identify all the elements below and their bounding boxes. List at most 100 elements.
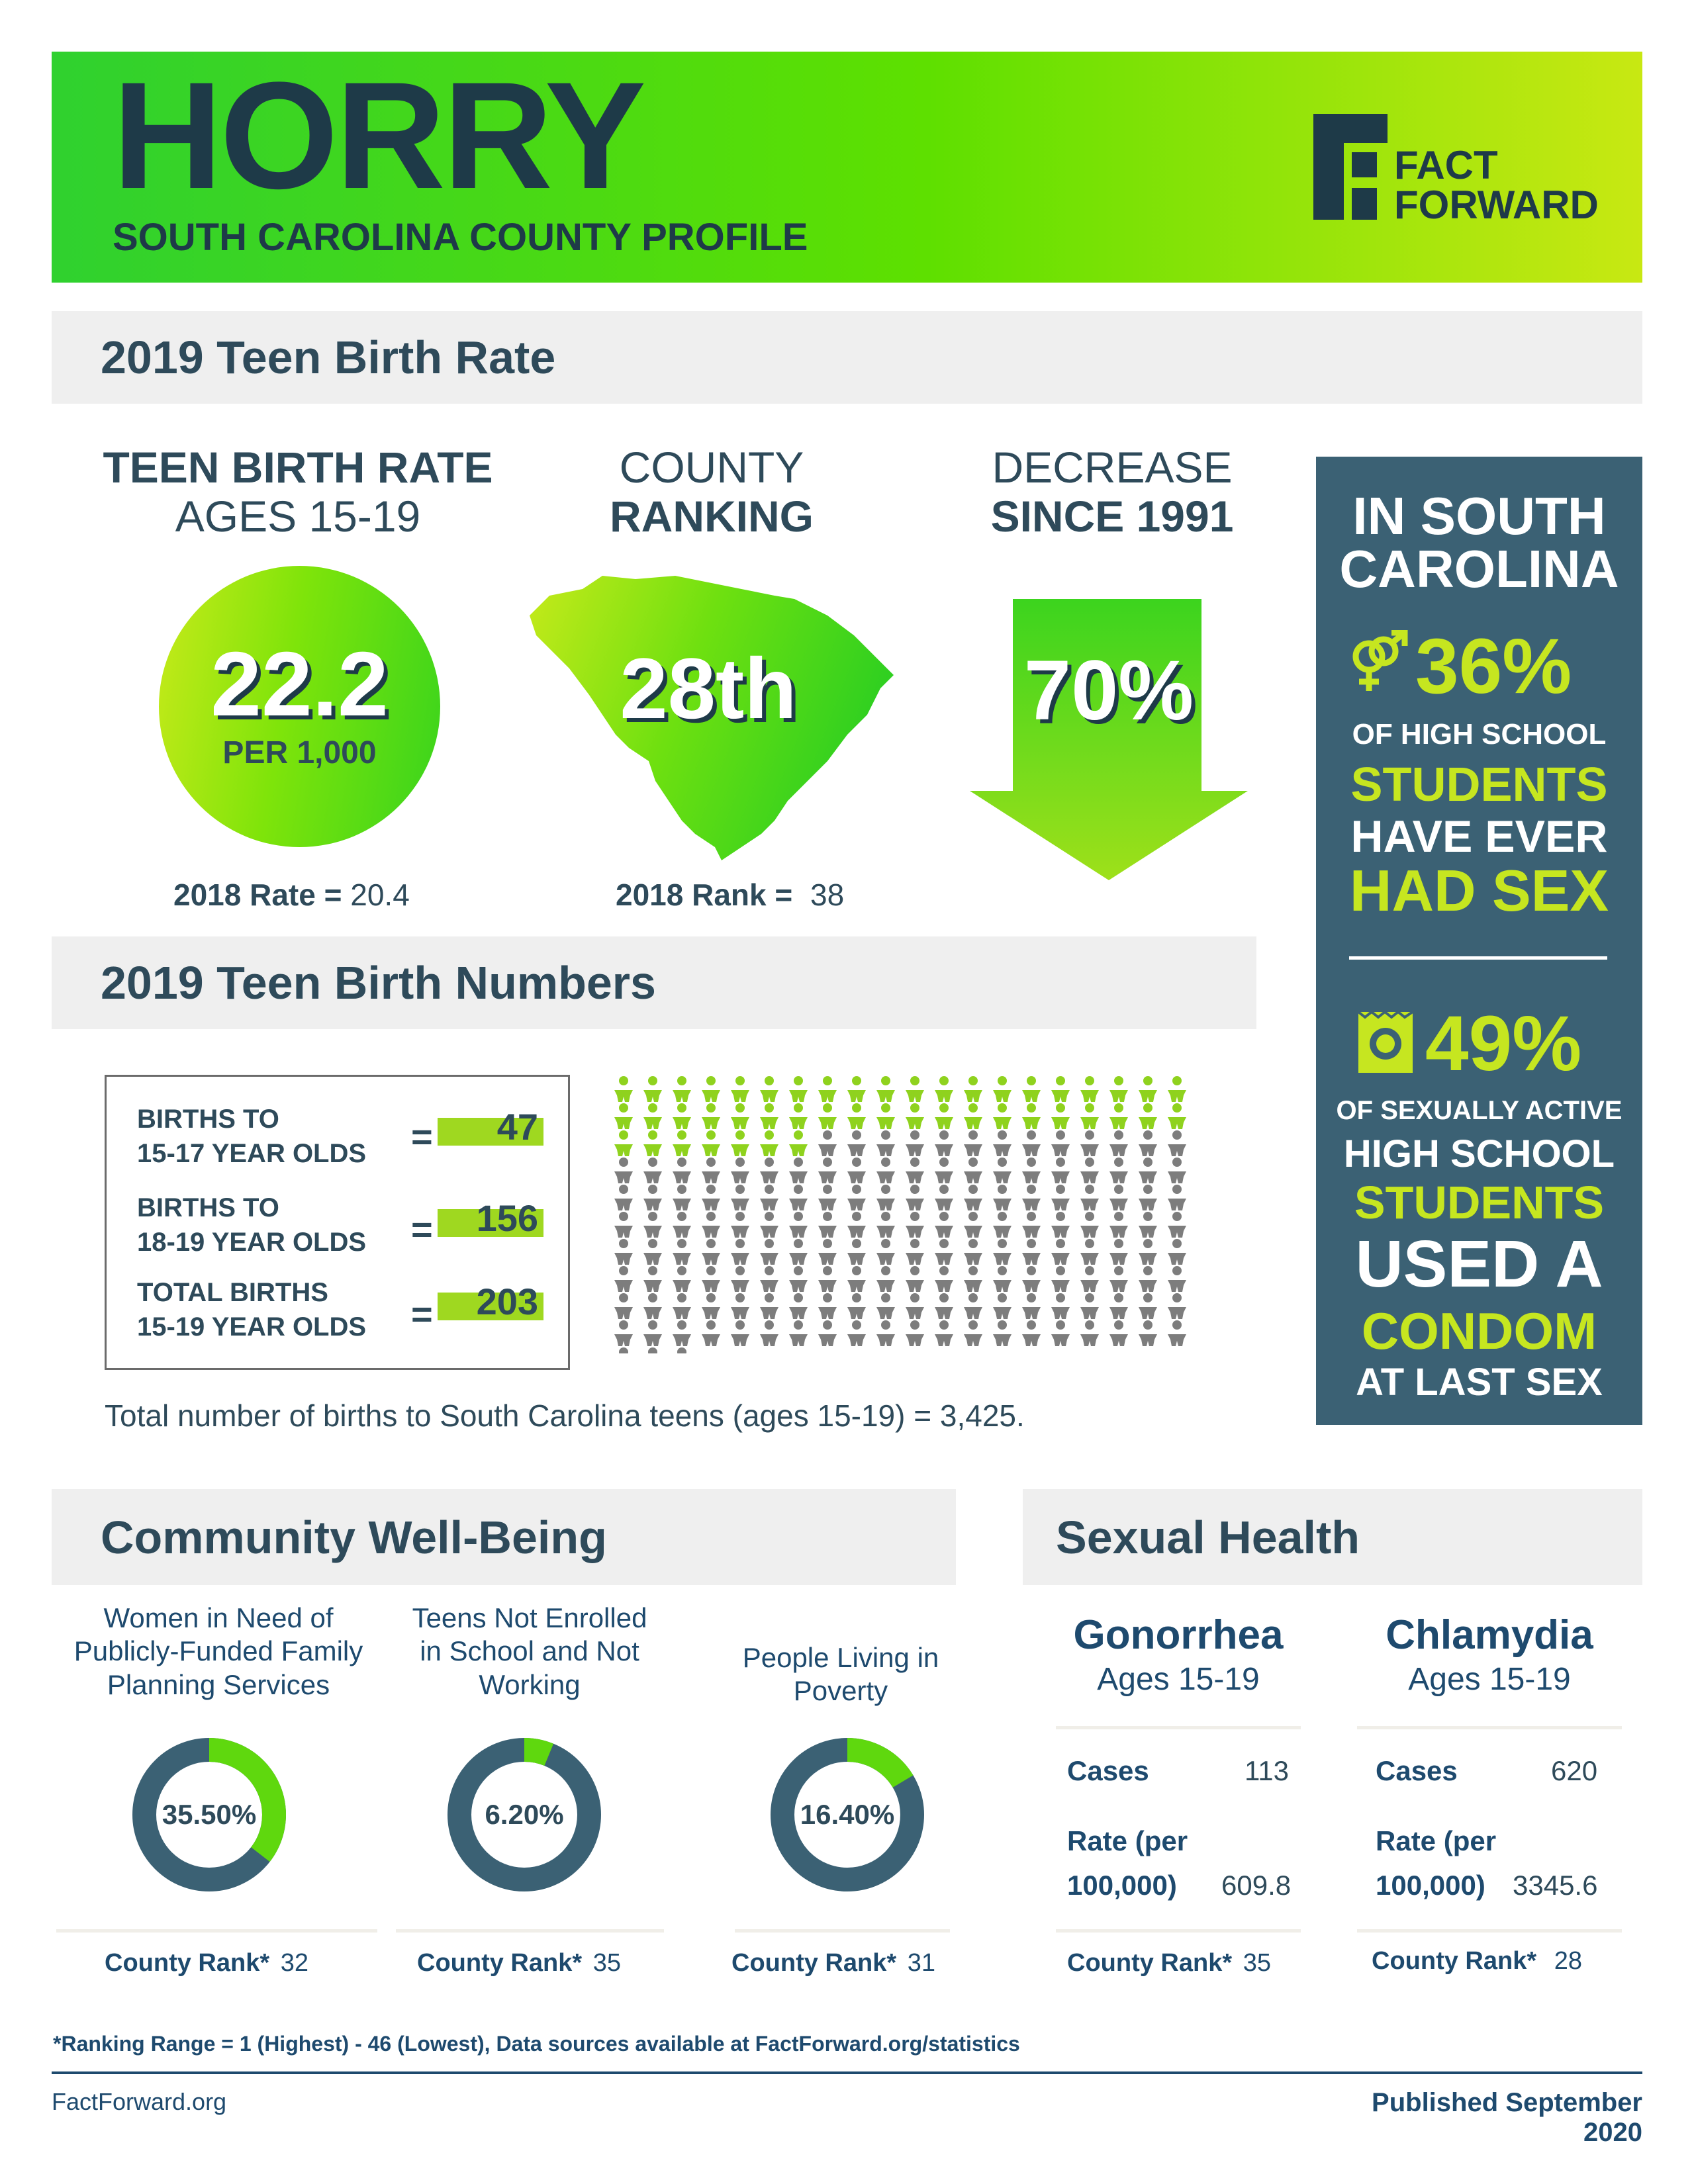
teen-15-17-figure-icon xyxy=(760,1130,778,1156)
teen-15-17-figure-icon xyxy=(964,1103,982,1129)
teen-18-19-figure-icon xyxy=(760,1266,778,1292)
teen-18-19-figure-icon xyxy=(1022,1212,1041,1238)
teen-18-19-figure-icon xyxy=(643,1212,662,1238)
teen-15-17-figure-icon xyxy=(614,1103,633,1129)
teen-18-19-figure-icon xyxy=(731,1158,749,1183)
teen-18-19-figure-icon xyxy=(677,1347,686,1353)
births-row-1-label-line2: 15-17 YEAR OLDS xyxy=(137,1139,367,1168)
community-item-3-rank-value: 31 xyxy=(907,1949,935,1977)
teen-18-19-figure-icon xyxy=(702,1212,720,1238)
community-item-2-donut xyxy=(447,1738,601,1891)
teen-18-19-figure-icon xyxy=(964,1158,982,1183)
gonorrhea-rate-label-line2: 100,000) xyxy=(1067,1870,1177,1901)
ranking-column-title: COUNTY RANKING xyxy=(523,443,900,541)
teen-18-19-figure-icon xyxy=(731,1212,749,1238)
gender-symbols-icon xyxy=(1352,630,1408,691)
teen-18-19-figure-icon xyxy=(818,1320,837,1346)
teen-18-19-figure-icon xyxy=(1080,1293,1099,1319)
teen-18-19-figure-icon xyxy=(818,1185,837,1210)
teen-15-17-figure-icon xyxy=(993,1103,1012,1129)
teen-18-19-figure-icon xyxy=(876,1158,895,1183)
teen-18-19-figure-icon xyxy=(993,1293,1012,1319)
teen-18-19-figure-icon xyxy=(935,1266,953,1292)
teen-18-19-figure-icon xyxy=(1080,1158,1099,1183)
prev-rate-value: 20.4 xyxy=(350,878,410,912)
footer-site-link[interactable]: FactForward.org xyxy=(52,2088,227,2115)
teen-18-19-figure-icon xyxy=(906,1212,924,1238)
fact-forward-logo[interactable]: FACT FORWARD xyxy=(1313,114,1605,225)
community-item-1-rank-value: 32 xyxy=(280,1949,308,1977)
chlamydia-rank-label: County Rank* xyxy=(1372,1947,1537,1975)
community-item-2-rank-label: County Rank* xyxy=(417,1949,583,1977)
chlamydia-divider-top xyxy=(1357,1726,1622,1729)
community-item-3-rank: County Rank* 31 xyxy=(731,1949,935,1978)
teen-18-19-figure-icon xyxy=(673,1185,691,1210)
teen-18-19-figure-icon xyxy=(964,1185,982,1210)
ranking-title-line1: COUNTY xyxy=(619,443,804,492)
teen-18-19-figure-icon xyxy=(731,1185,749,1210)
births-row-3-eq: = xyxy=(411,1293,433,1335)
teen-15-17-figure-icon xyxy=(614,1130,633,1156)
teen-18-19-figure-icon xyxy=(1168,1266,1186,1292)
teen-18-19-figure-icon xyxy=(993,1185,1012,1210)
prev-rank-label: 2018 Rank = xyxy=(616,878,793,912)
community-item-2-rank-value: 35 xyxy=(592,1949,621,1977)
teen-18-19-figure-icon xyxy=(906,1320,924,1346)
teen-18-19-figure-icon xyxy=(906,1239,924,1265)
community-item-1-title-line3: Planning Services xyxy=(107,1668,330,1700)
community-item-1-donut xyxy=(132,1738,286,1891)
community-item-1-title-line1: Women in Need of xyxy=(103,1602,334,1633)
births-row-2-label-line1: BIRTHS TO xyxy=(137,1193,279,1222)
logo-text-fact: FACT xyxy=(1394,143,1498,187)
teen-15-17-figure-icon xyxy=(1168,1076,1186,1102)
teen-18-19-figure-icon xyxy=(760,1293,778,1319)
header-banner xyxy=(52,52,1642,283)
teen-18-19-figure-icon xyxy=(818,1212,837,1238)
teen-18-19-figure-icon xyxy=(643,1185,662,1210)
teen-18-19-figure-icon xyxy=(935,1185,953,1210)
community-item-2-divider xyxy=(396,1929,664,1933)
teen-18-19-figure-icon xyxy=(614,1320,633,1346)
gonorrhea-rank: County Rank* 35 xyxy=(1067,1949,1271,1978)
births-row-2-label-line2: 18-19 YEAR OLDS xyxy=(137,1228,367,1257)
teen-18-19-figure-icon xyxy=(731,1293,749,1319)
teen-18-19-figure-icon xyxy=(1168,1212,1186,1238)
sidebar-stat1-value: 36% xyxy=(1415,623,1572,710)
chlamydia-cases-value: 620 xyxy=(1551,1755,1598,1786)
teen-18-19-figure-icon xyxy=(935,1212,953,1238)
teen-15-17-figure-icon xyxy=(789,1076,808,1102)
teen-18-19-figure-icon xyxy=(1109,1158,1128,1183)
community-item-2-title-line2: in School and Not xyxy=(420,1635,639,1667)
teen-18-19-figure-icon xyxy=(1051,1320,1070,1346)
community-item-1-title-line2: Publicly-Funded Family xyxy=(73,1635,363,1667)
births-row-3-label: TOTAL BIRTHS 15-19 YEAR OLDS xyxy=(137,1275,366,1344)
teen-15-17-figure-icon xyxy=(818,1103,837,1129)
community-item-3-title-line1: People Living in xyxy=(742,1642,939,1673)
teen-18-19-figure-icon xyxy=(818,1158,837,1183)
teen-18-19-figure-icon xyxy=(964,1293,982,1319)
gonorrhea-rank-label: County Rank* xyxy=(1067,1949,1233,1977)
teen-15-17-figure-icon xyxy=(1022,1103,1041,1129)
teen-18-19-figure-icon xyxy=(789,1158,808,1183)
births-row-3-label-line1: TOTAL BIRTHS xyxy=(137,1278,328,1307)
teen-18-19-figure-icon xyxy=(760,1158,778,1183)
teen-18-19-figure-icon xyxy=(1080,1239,1099,1265)
teen-15-17-figure-icon xyxy=(731,1130,749,1156)
footer-rule xyxy=(52,2071,1642,2074)
decrease-title-line2: SINCE 1991 xyxy=(990,491,1234,541)
teen-18-19-figure-icon xyxy=(789,1320,808,1346)
teen-18-19-figure-icon xyxy=(847,1158,866,1183)
teen-15-17-figure-icon xyxy=(993,1076,1012,1102)
teen-18-19-figure-icon xyxy=(1051,1158,1070,1183)
gonorrhea-cases-value: 113 xyxy=(1245,1755,1289,1786)
county-name: HORRY xyxy=(113,50,646,220)
teen-18-19-figure-icon xyxy=(1080,1130,1099,1156)
decrease-column-title: DECREASE SINCE 1991 xyxy=(927,443,1297,541)
rate-column-title: TEEN BIRTH RATE AGES 15-19 xyxy=(73,443,523,541)
teen-birth-rate-header xyxy=(52,311,1642,404)
births-row-2-label: BIRTHS TO 18-19 YEAR OLDS xyxy=(137,1191,366,1259)
prev-rate-label: 2018 Rate = xyxy=(173,878,342,912)
teen-18-19-figure-icon xyxy=(847,1266,866,1292)
teen-15-17-figure-icon xyxy=(1051,1103,1070,1129)
teen-18-19-figure-icon xyxy=(1022,1266,1041,1292)
